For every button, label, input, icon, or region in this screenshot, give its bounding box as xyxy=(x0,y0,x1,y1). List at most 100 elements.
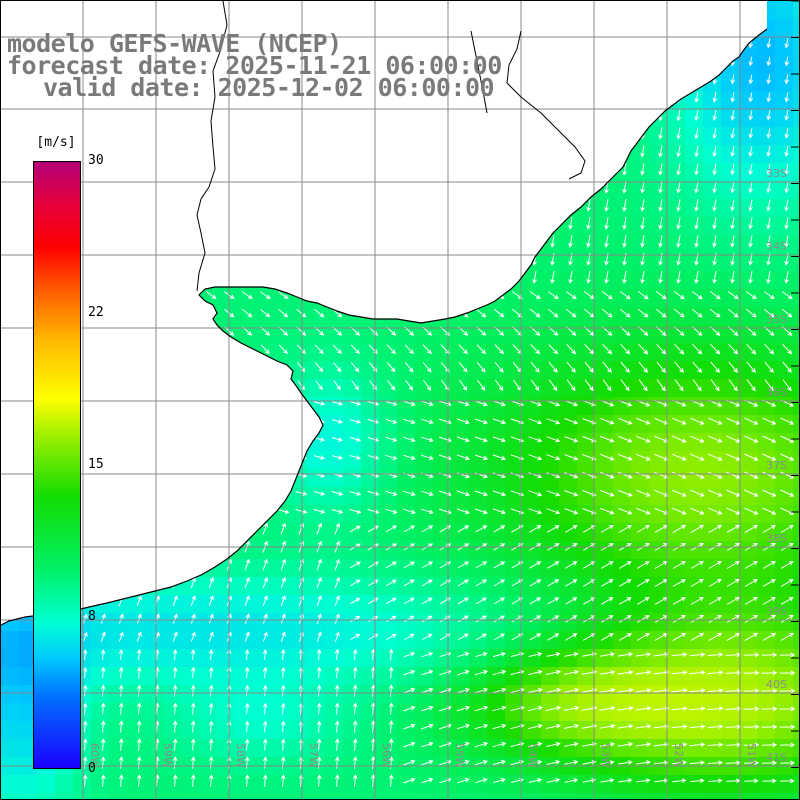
wind-speed-cell xyxy=(343,721,362,740)
wind-speed-cell xyxy=(451,649,470,668)
wind-arrow xyxy=(564,472,579,479)
wind-arrow xyxy=(456,723,471,730)
wind-speed-cell xyxy=(469,325,488,344)
wind-speed-cell xyxy=(235,685,254,704)
wind-arrow xyxy=(583,597,596,605)
wind-arrow xyxy=(546,508,561,515)
wind-speed-cell xyxy=(613,739,632,758)
wind-arrow xyxy=(475,615,487,623)
wind-arrow xyxy=(333,362,342,373)
wind-arrow xyxy=(352,648,358,661)
wind-speed-cell xyxy=(433,469,452,488)
wind-speed-cell xyxy=(685,289,704,308)
wind-arrow xyxy=(421,436,434,443)
wind-arrow xyxy=(456,400,470,407)
wind-arrow xyxy=(421,652,434,658)
wind-arrow xyxy=(743,742,760,748)
wind-speed-cell xyxy=(289,541,308,560)
wind-arrow xyxy=(694,91,699,104)
wind-arrow xyxy=(748,163,753,176)
wind-arrow xyxy=(367,508,380,514)
wind-speed-cell xyxy=(685,91,704,110)
wind-arrow xyxy=(619,308,631,318)
wind-speed-cell xyxy=(271,577,290,596)
wind-arrow xyxy=(474,759,489,766)
wind-speed-cell xyxy=(163,703,182,722)
wind-speed-cell xyxy=(685,667,704,686)
wind-arrow xyxy=(476,379,486,391)
wind-speed-cell xyxy=(559,433,578,452)
wind-arrow xyxy=(241,291,253,300)
wind-speed-cell xyxy=(703,397,722,416)
wind-speed-cell xyxy=(433,451,452,470)
wind-speed-cell xyxy=(469,361,488,380)
wind-arrow xyxy=(780,632,795,641)
wind-speed-cell xyxy=(775,289,794,308)
wind-arrow xyxy=(385,436,398,442)
wind-arrow xyxy=(563,669,580,675)
wind-arrow xyxy=(546,472,561,479)
wind-arrow xyxy=(403,490,416,497)
wind-speed-cell xyxy=(19,667,38,686)
wind-speed-cell xyxy=(397,739,416,758)
wind-arrow xyxy=(546,525,560,533)
wind-arrow xyxy=(385,400,398,406)
wind-speed-cell xyxy=(649,163,668,182)
wind-speed-cell xyxy=(289,649,308,668)
wind-arrow xyxy=(548,344,559,355)
wind-speed-cell xyxy=(649,271,668,290)
wind-arrow xyxy=(743,688,760,694)
wind-speed-cell xyxy=(775,343,794,362)
wind-arrow xyxy=(689,688,706,693)
wind-arrow xyxy=(599,723,616,729)
wind-speed-cell xyxy=(757,505,776,524)
wind-speed-cell xyxy=(397,631,416,650)
wind-arrow xyxy=(100,774,106,787)
wind-arrow xyxy=(314,308,325,318)
wind-arrow xyxy=(82,684,88,697)
wind-arrow xyxy=(456,418,470,425)
wind-arrow xyxy=(654,778,669,783)
wind-speed-cell xyxy=(595,721,614,740)
wind-speed-cell xyxy=(163,595,182,614)
wind-speed-cell xyxy=(667,163,686,182)
wind-arrow xyxy=(761,742,778,748)
wind-speed-cell xyxy=(415,739,434,758)
wind-speed-cell xyxy=(631,199,650,218)
wind-arrow xyxy=(762,560,776,569)
wind-arrow xyxy=(403,670,416,676)
wind-speed-cell xyxy=(505,487,524,506)
wind-speed-cell xyxy=(649,127,668,146)
wind-arrow xyxy=(638,379,648,392)
wind-speed-cell xyxy=(793,1,799,20)
wind-arrow xyxy=(118,774,124,787)
wind-speed-cell xyxy=(451,703,470,722)
wind-speed-cell xyxy=(217,667,236,686)
wind-speed-cell xyxy=(577,397,596,416)
wind-arrow xyxy=(367,418,380,424)
wind-speed-cell xyxy=(523,271,542,290)
wind-speed-cell xyxy=(163,631,182,650)
wind-speed-cell xyxy=(739,235,758,254)
wind-arrow xyxy=(352,666,358,679)
wind-arrow xyxy=(586,271,591,284)
wind-arrow xyxy=(728,343,739,355)
wind-speed-cell xyxy=(397,433,416,452)
wind-arrow xyxy=(262,631,268,642)
wind-arrow xyxy=(403,525,416,533)
wind-arrow xyxy=(492,418,507,425)
wind-speed-cell xyxy=(469,451,488,470)
wind-arrow xyxy=(528,472,543,479)
wind-arrow xyxy=(403,400,416,407)
wind-speed-cell xyxy=(505,793,524,799)
wind-arrow xyxy=(475,525,488,533)
wind-arrow xyxy=(475,579,488,587)
wind-speed-cell xyxy=(757,649,776,668)
wind-arrow xyxy=(730,92,736,103)
wind-speed-cell xyxy=(721,397,740,416)
wind-arrow xyxy=(545,723,562,729)
wind-arrow xyxy=(600,436,615,443)
wind-arrow xyxy=(421,418,434,425)
wind-speed-cell xyxy=(559,451,578,470)
wind-arrow xyxy=(403,777,416,784)
